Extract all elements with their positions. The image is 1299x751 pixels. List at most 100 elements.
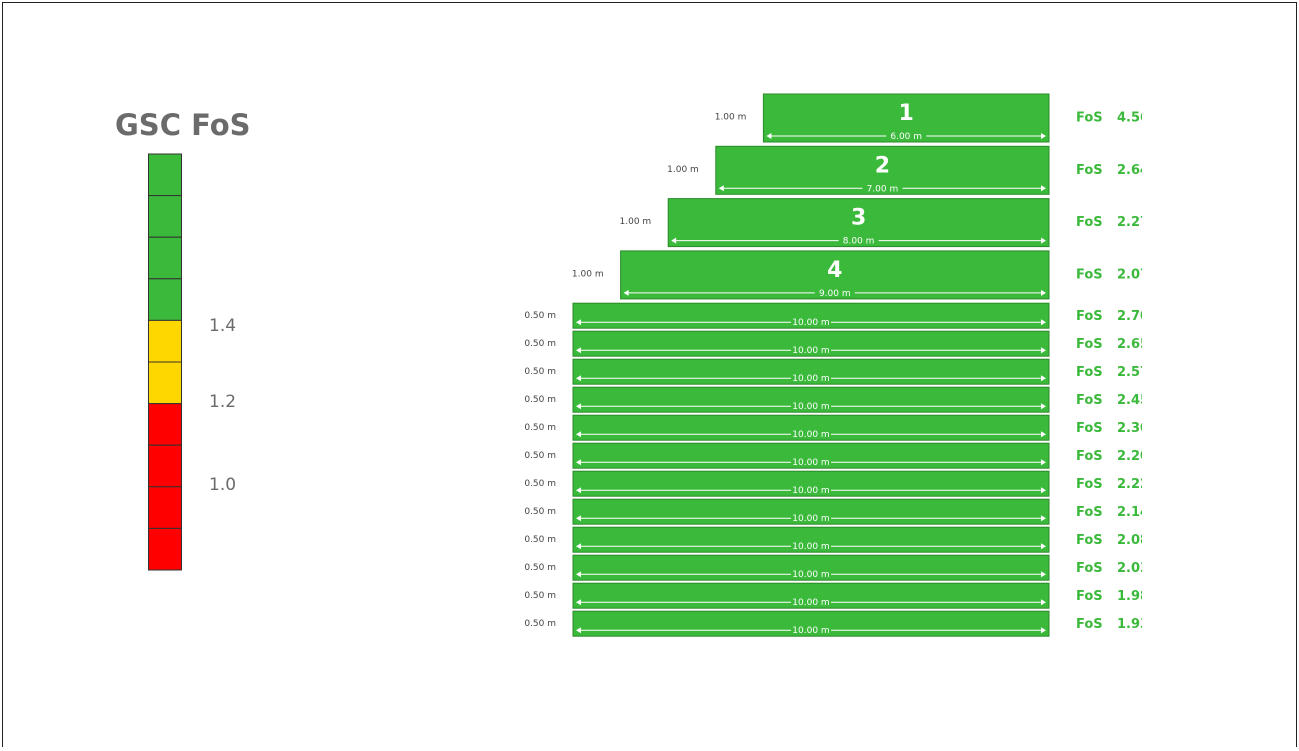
fos-label: FoS	[1076, 163, 1103, 178]
fos-label: FoS	[1076, 617, 1103, 632]
fos-label: FoS	[1076, 505, 1103, 520]
height-label: 0.50 m	[524, 311, 556, 321]
fos-value: 2.20	[1117, 449, 1149, 464]
fos-label: FoS	[1076, 589, 1103, 604]
width-label: 10.00 m	[792, 570, 829, 580]
fos-value: 2.64	[1117, 163, 1149, 178]
fos-label: FoS	[1076, 477, 1103, 492]
scale-block	[148, 444, 182, 488]
fos-value: 2.30	[1117, 421, 1149, 436]
scale-block	[148, 153, 182, 197]
fos-value: 2.57	[1117, 365, 1149, 380]
fos-value: 2.14	[1117, 505, 1149, 520]
height-label: 1.00 m	[572, 269, 604, 279]
scale-label: 1.4	[209, 316, 236, 336]
height-label: 1.00 m	[620, 217, 652, 227]
width-label: 8.00 m	[843, 237, 875, 247]
height-label: 1.00 m	[667, 165, 699, 175]
dimension-label-bg	[886, 131, 927, 141]
height-label: 0.50 m	[524, 451, 556, 461]
fos-value: 2.08	[1117, 533, 1149, 548]
layer-number: 2	[875, 153, 890, 178]
scale-block	[148, 236, 182, 280]
width-label: 10.00 m	[792, 486, 829, 496]
height-label: 0.50 m	[524, 395, 556, 405]
scale-block	[148, 361, 182, 405]
fos-value: 2.27	[1117, 215, 1149, 230]
height-label: 0.50 m	[524, 479, 556, 489]
fos-label: FoS	[1076, 561, 1103, 576]
dimension-label-bg	[791, 485, 831, 496]
fos-value: 2.03	[1117, 561, 1149, 576]
width-label: 10.00 m	[792, 402, 829, 412]
dimension-label-bg	[791, 317, 831, 328]
layer-number: 1	[899, 101, 914, 126]
layer-number: 3	[851, 206, 866, 231]
width-label: 10.00 m	[792, 346, 829, 356]
height-label: 0.50 m	[524, 367, 556, 377]
height-label: 0.50 m	[524, 507, 556, 517]
width-label: 10.00 m	[792, 514, 829, 524]
height-label: 0.50 m	[524, 591, 556, 601]
dimension-label-bg	[791, 625, 831, 636]
fos-value: 2.45	[1117, 393, 1149, 408]
fos-label: FoS	[1076, 365, 1103, 380]
fos-value: 2.22	[1117, 477, 1149, 492]
fos-label: FoS	[1076, 421, 1103, 436]
fos-label: FoS	[1076, 267, 1103, 282]
fos-value: 4.56	[1117, 111, 1149, 126]
width-label: 10.00 m	[792, 542, 829, 552]
width-label: 10.00 m	[792, 626, 829, 636]
scale-label: 1.2	[209, 392, 236, 412]
width-label: 10.00 m	[792, 318, 829, 328]
dimension-label-bg	[791, 345, 831, 356]
fos-value: 1.98	[1117, 589, 1149, 604]
fos-value: 1.93	[1117, 617, 1149, 632]
dimension-label-bg	[791, 597, 831, 608]
dimension-label-bg	[791, 541, 831, 552]
dimension-label-bg	[838, 235, 879, 246]
height-label: 1.00 m	[715, 113, 747, 123]
fos-label: FoS	[1076, 393, 1103, 408]
width-label: 10.00 m	[792, 458, 829, 468]
dimension-label-bg	[862, 183, 903, 194]
dimension-label-bg	[791, 457, 831, 468]
layer-number: 4	[827, 258, 842, 283]
scale-block	[148, 319, 182, 363]
width-label: 7.00 m	[867, 184, 899, 194]
fos-label: FoS	[1076, 533, 1103, 548]
dimension-label-bg	[791, 569, 831, 580]
dimension-label-bg	[791, 373, 831, 384]
width-label: 9.00 m	[819, 289, 851, 299]
height-label: 0.50 m	[524, 619, 556, 629]
fos-label: FoS	[1076, 449, 1103, 464]
width-label: 10.00 m	[792, 430, 829, 440]
width-label: 10.00 m	[792, 598, 829, 608]
scale-block	[148, 486, 182, 529]
scale-block	[148, 403, 182, 446]
fos-label: FoS	[1076, 309, 1103, 324]
scale-block	[148, 278, 182, 321]
fos-label: FoS	[1076, 111, 1103, 126]
fos-label: FoS	[1076, 337, 1103, 352]
scale-block	[148, 527, 182, 571]
fos-value: 2.07	[1117, 267, 1149, 282]
height-label: 0.50 m	[524, 563, 556, 573]
dimension-label-bg	[791, 513, 831, 524]
fos-value: 2.70	[1117, 309, 1149, 324]
fos-value: 2.65	[1117, 337, 1149, 352]
fos-label: FoS	[1076, 215, 1103, 230]
dimension-label-bg	[791, 429, 831, 440]
height-label: 0.50 m	[524, 535, 556, 545]
height-label: 0.50 m	[524, 339, 556, 349]
scale-label: 1.0	[209, 475, 236, 495]
dimension-label-bg	[814, 287, 855, 298]
width-label: 6.00 m	[890, 132, 922, 142]
width-label: 10.00 m	[792, 374, 829, 384]
layer-bar	[762, 93, 1050, 143]
scale-block	[148, 195, 182, 238]
legend-title: GSC FoS	[115, 108, 251, 142]
dimension-label-bg	[791, 401, 831, 412]
